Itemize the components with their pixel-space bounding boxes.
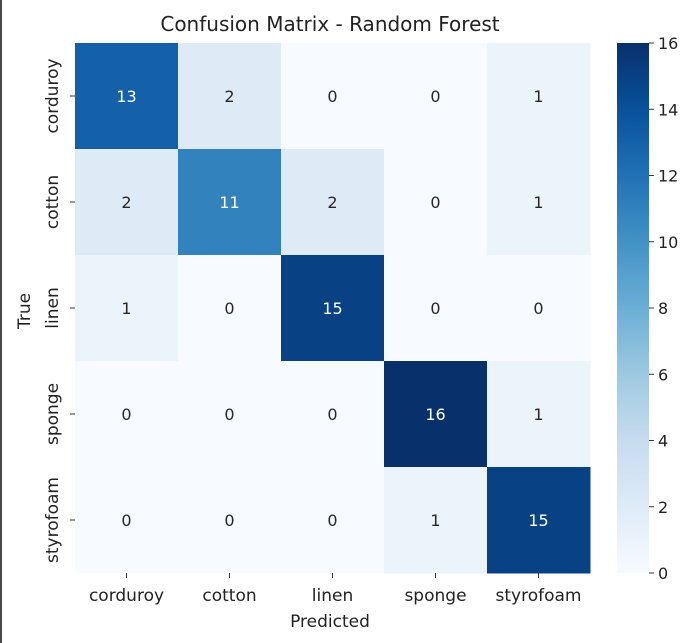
y-tick-label: corduroy xyxy=(43,58,63,133)
x-axis-label: Predicted xyxy=(290,612,370,632)
heatmap-cell xyxy=(384,43,488,150)
heatmap-cell xyxy=(384,361,488,468)
heatmap-cell-value: 0 xyxy=(224,511,234,530)
x-axis-ticks: corduroy cotton linen sponge styrofoam xyxy=(89,573,582,606)
colorbar xyxy=(617,43,649,573)
heatmap-cell xyxy=(384,255,488,362)
heatmap-cell-value: 0 xyxy=(430,299,440,318)
heatmap-cell xyxy=(487,467,591,574)
heatmap-cell xyxy=(384,467,488,574)
heatmap-cell xyxy=(487,255,591,362)
heatmap-cell xyxy=(75,467,179,574)
colorbar-tick-label: 10 xyxy=(658,233,678,252)
colorbar-tick-label: 12 xyxy=(658,167,678,186)
heatmap-cell-value: 0 xyxy=(224,299,234,318)
heatmap-cell-value: 0 xyxy=(430,87,440,106)
heatmap-cell-value: 15 xyxy=(322,299,342,318)
heatmap-cell xyxy=(281,255,385,362)
heatmap-cell xyxy=(281,149,385,256)
heatmap-cell-value: 2 xyxy=(121,193,131,212)
y-tick-label: styrofoam xyxy=(43,477,63,563)
y-tick-label: sponge xyxy=(43,383,63,445)
y-tick-label: cotton xyxy=(43,175,63,229)
heatmap-cell xyxy=(178,467,282,574)
colorbar-tick-label: 8 xyxy=(658,299,668,318)
heatmap-cell-value: 13 xyxy=(116,87,136,106)
y-axis-label: True xyxy=(15,293,35,330)
colorbar-tick-label: 14 xyxy=(658,100,678,119)
colorbar-tick-label: 16 xyxy=(658,34,678,53)
heatmap-cell xyxy=(178,361,282,468)
y-tick-label: linen xyxy=(43,287,63,328)
heatmap-cell-value: 0 xyxy=(121,405,131,424)
heatmap-cell-value: 1 xyxy=(533,87,543,106)
y-axis-ticks: corduroy cotton linen sponge styrofoam xyxy=(43,58,75,563)
heatmap-cell xyxy=(75,361,179,468)
x-tick-label: sponge xyxy=(404,586,466,606)
x-tick-label: linen xyxy=(312,586,353,606)
heatmap-cell-value: 2 xyxy=(224,87,234,106)
heatmap-cell xyxy=(384,149,488,256)
heatmap-cell-value: 0 xyxy=(327,511,337,530)
heatmap-cell xyxy=(487,361,591,468)
heatmap-cell xyxy=(487,149,591,256)
heatmap-cell xyxy=(178,43,282,150)
window-left-border xyxy=(0,0,2,643)
x-tick-label: cotton xyxy=(202,586,256,606)
heatmap-cell xyxy=(75,43,179,150)
heatmap-cell-value: 0 xyxy=(533,299,543,318)
colorbar-tick-label: 4 xyxy=(658,432,668,451)
colorbar-tick-label: 6 xyxy=(658,365,668,384)
x-tick-label: styrofoam xyxy=(496,586,582,606)
heatmap-cell xyxy=(75,255,179,362)
heatmap-cell-value: 0 xyxy=(224,405,234,424)
heatmap-cell-labels: 13 2 0 0 12 11 2 0 11 0 15 0 00 0 0 16 10 0 0 1 15 xyxy=(116,87,548,530)
heatmap-cell-value: 16 xyxy=(425,405,445,424)
heatmap-cell-value: 1 xyxy=(430,511,440,530)
heatmap-cell-value: 0 xyxy=(121,511,131,530)
x-tick-label: corduroy xyxy=(89,586,164,606)
heatmap-cell-value: 0 xyxy=(430,193,440,212)
heatmap-cell xyxy=(178,255,282,362)
heatmap-cell xyxy=(281,467,385,574)
heatmap-cell-value: 2 xyxy=(327,193,337,212)
heatmap-cell-value: 1 xyxy=(121,299,131,318)
colorbar-tick-label: 2 xyxy=(658,498,668,517)
heatmap-cell-value: 15 xyxy=(528,511,548,530)
heatmap-cell xyxy=(487,43,591,150)
heatmap-cell-value: 1 xyxy=(533,193,543,212)
heatmap-cell xyxy=(281,43,385,150)
colorbar-tick-label: 0 xyxy=(658,564,668,583)
heatmap-cells xyxy=(75,43,591,574)
heatmap-cell-value: 0 xyxy=(327,87,337,106)
heatmap-cell xyxy=(281,361,385,468)
heatmap-cell xyxy=(178,149,282,256)
heatmap-cell-value: 0 xyxy=(327,405,337,424)
heatmap-cell-value: 11 xyxy=(219,193,239,212)
chart-title: Confusion Matrix - Random Forest xyxy=(160,12,499,36)
colorbar-ticks: 0 2 4 6 8 10 12 14 16 xyxy=(649,34,678,583)
heatmap-cell-value: 1 xyxy=(533,405,543,424)
heatmap-cell xyxy=(75,149,179,256)
